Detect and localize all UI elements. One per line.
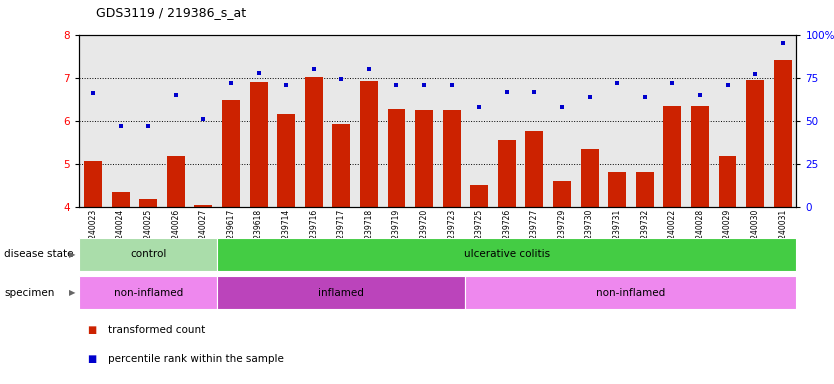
Text: ▶: ▶ bbox=[68, 250, 75, 259]
Bar bbox=[608, 172, 626, 207]
Bar bbox=[222, 100, 240, 207]
Bar bbox=[79, 238, 217, 271]
Bar bbox=[746, 80, 764, 207]
Bar bbox=[249, 82, 268, 207]
Text: control: control bbox=[130, 249, 166, 260]
Bar bbox=[415, 110, 433, 207]
Bar bbox=[663, 106, 681, 207]
Bar bbox=[304, 77, 323, 207]
Text: ■: ■ bbox=[88, 354, 97, 364]
Bar bbox=[217, 238, 796, 271]
Text: transformed count: transformed count bbox=[108, 325, 206, 335]
Text: specimen: specimen bbox=[4, 288, 54, 298]
Bar bbox=[167, 156, 185, 207]
Bar bbox=[553, 180, 571, 207]
Bar bbox=[580, 149, 599, 207]
Bar bbox=[139, 199, 157, 207]
Text: ■: ■ bbox=[88, 325, 97, 335]
Bar bbox=[691, 106, 709, 207]
Bar bbox=[774, 60, 791, 207]
Bar bbox=[525, 131, 544, 207]
Bar bbox=[332, 124, 350, 207]
Text: GDS3119 / 219386_s_at: GDS3119 / 219386_s_at bbox=[96, 6, 246, 19]
Bar bbox=[360, 81, 378, 207]
Bar bbox=[443, 110, 460, 207]
Text: ulcerative colitis: ulcerative colitis bbox=[464, 249, 550, 260]
Bar bbox=[465, 276, 796, 309]
Bar bbox=[498, 139, 515, 207]
Text: ▶: ▶ bbox=[68, 288, 75, 297]
Bar bbox=[84, 161, 102, 207]
Bar bbox=[388, 109, 405, 207]
Text: inflamed: inflamed bbox=[319, 288, 364, 298]
Bar bbox=[79, 276, 217, 309]
Text: percentile rank within the sample: percentile rank within the sample bbox=[108, 354, 284, 364]
Text: non-inflamed: non-inflamed bbox=[113, 288, 183, 298]
Bar bbox=[719, 156, 736, 207]
Bar bbox=[470, 185, 488, 207]
Bar bbox=[636, 172, 654, 207]
Bar bbox=[217, 276, 465, 309]
Text: non-inflamed: non-inflamed bbox=[596, 288, 666, 298]
Text: disease state: disease state bbox=[4, 249, 73, 260]
Bar bbox=[112, 192, 129, 207]
Bar bbox=[277, 114, 295, 207]
Bar bbox=[194, 205, 213, 207]
